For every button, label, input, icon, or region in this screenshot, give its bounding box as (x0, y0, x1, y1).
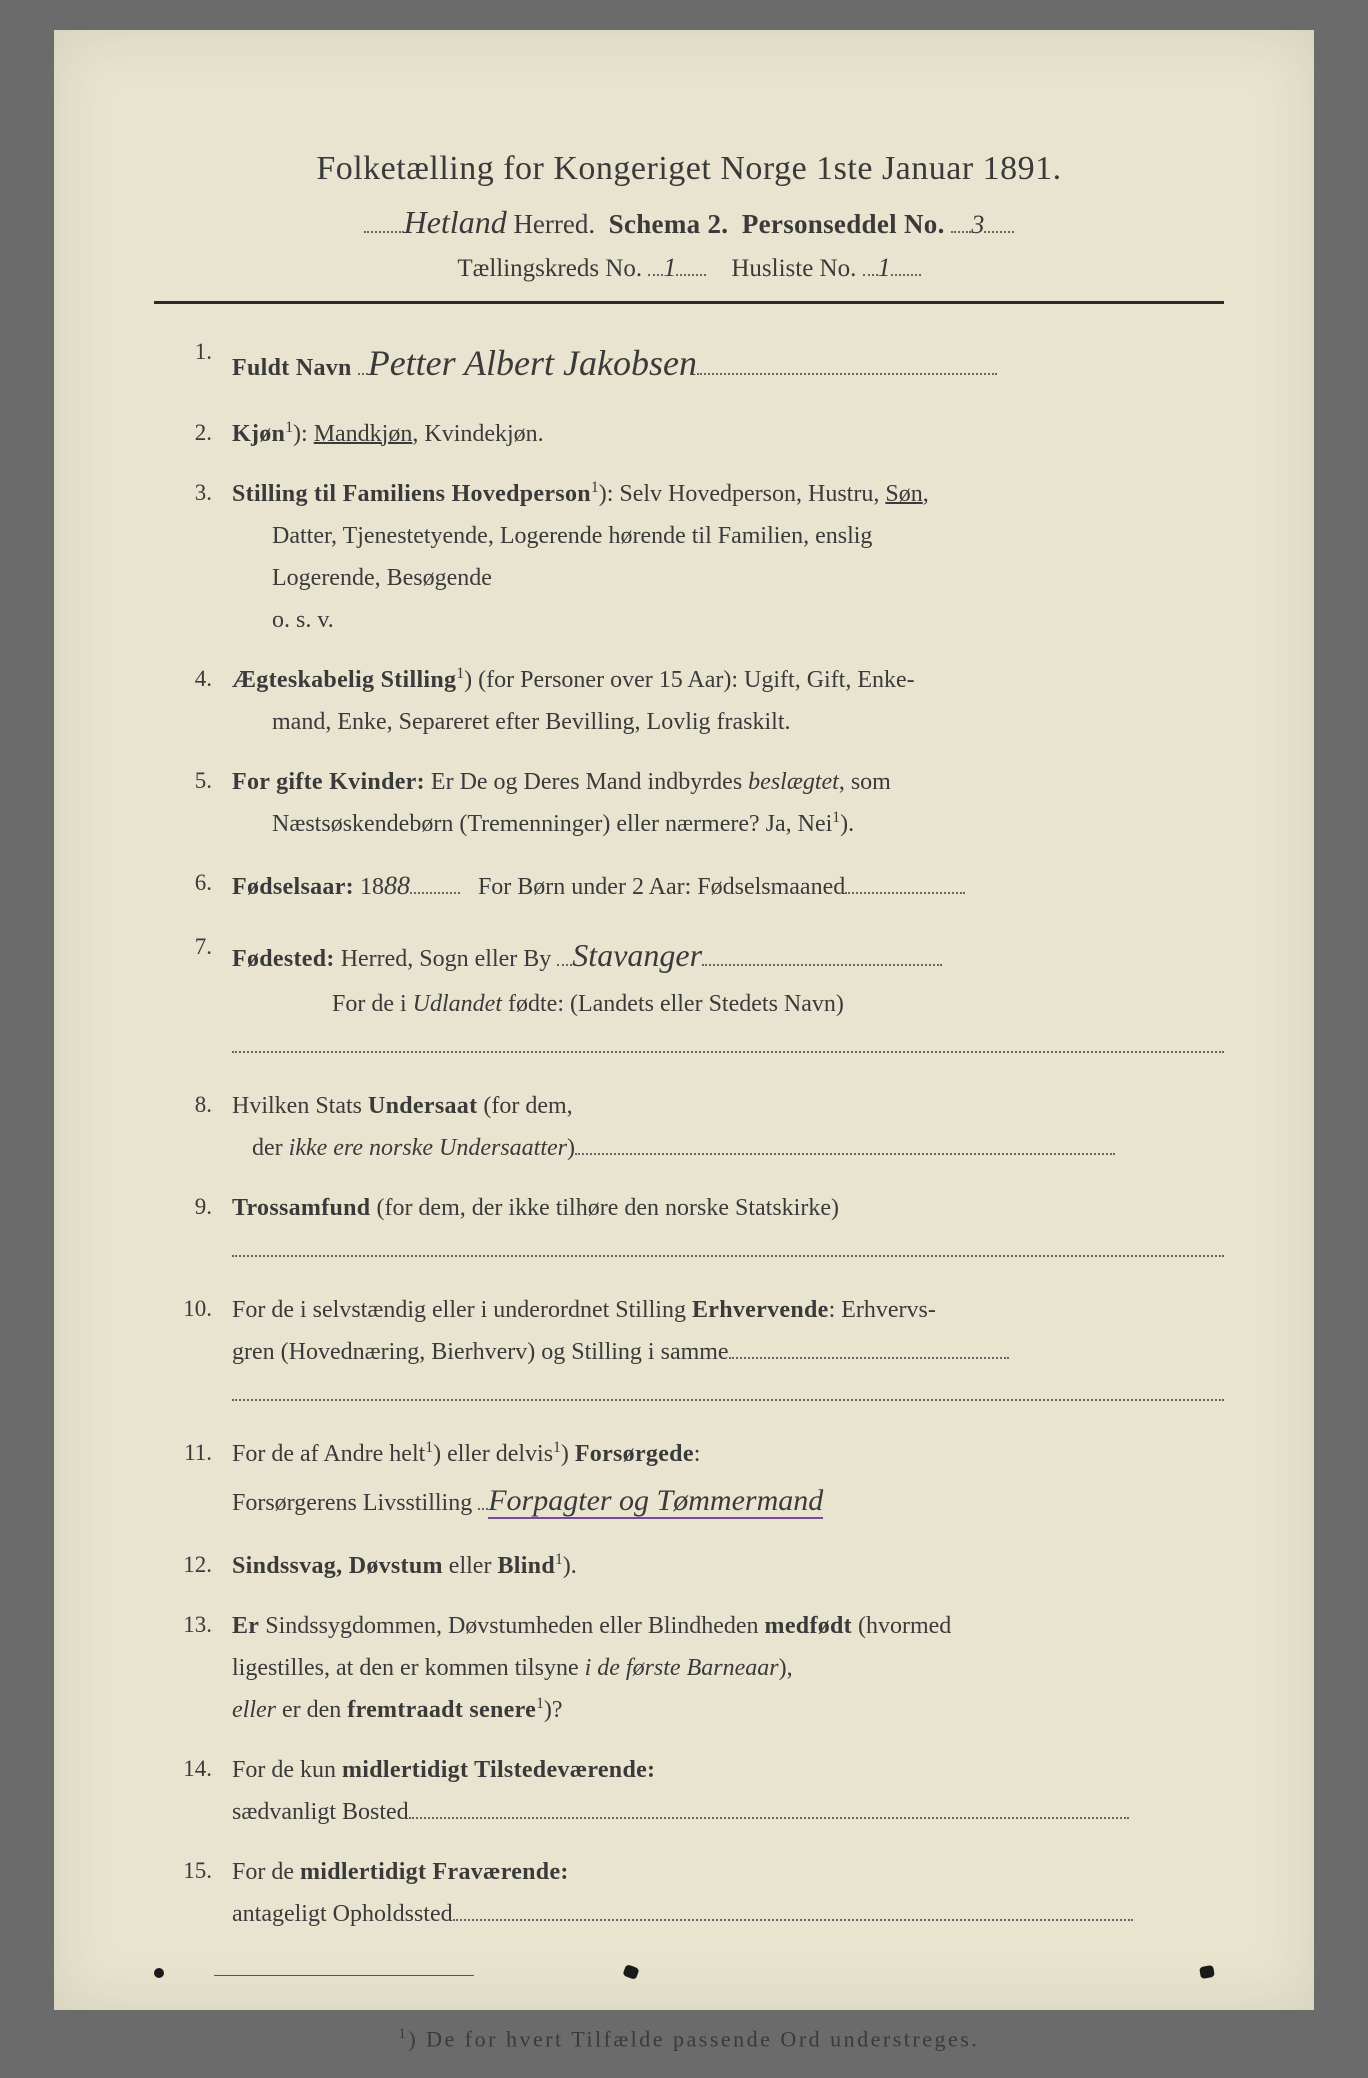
form-header: Folketælling for Kongeriget Norge 1ste J… (154, 150, 1224, 283)
q8-row: 8. Hvilken Stats Undersaat (for dem, der… (154, 1085, 1224, 1169)
q15-row: 15. For de midlertidigt Fraværende: anta… (154, 1851, 1224, 1935)
punch-dot-left (154, 1968, 164, 1978)
q3-row: 3. Stilling til Familiens Hovedperson1):… (154, 473, 1224, 641)
q10-row: 10. For de i selvstændig eller i underor… (154, 1289, 1224, 1415)
provider-occupation-script: Forpagter og Tømmermand (488, 1484, 823, 1519)
footnote-rule (214, 1975, 474, 1976)
personseddel-no: 3 (971, 210, 984, 239)
subheader-line-1: Hetland Herred. Schema 2. Personseddel N… (154, 204, 1224, 241)
q1-row: 1. Fuldt Navn Petter Albert Jakobsen (154, 332, 1224, 395)
herred-name: Hetland (404, 204, 507, 240)
q6-row: 6. Fødselsaar: 1888 For Børn under 2 Aar… (154, 863, 1224, 909)
full-name-script: Petter Albert Jakobsen (368, 343, 697, 383)
mandkjon-underlined: Mandkjøn (314, 421, 413, 447)
q7-row: 7. Fødested: Herred, Sogn eller By Stava… (154, 927, 1224, 1067)
q11-row: 11. For de af Andre helt1) eller delvis1… (154, 1433, 1224, 1528)
q14-row: 14. For de kun midlertidigt Tilstedevære… (154, 1749, 1224, 1833)
q12-row: 12. Sindssvag, Døvstum eller Blind1). (154, 1545, 1224, 1587)
son-underlined: Søn (885, 481, 922, 507)
main-title: Folketælling for Kongeriget Norge 1ste J… (154, 150, 1224, 188)
header-rule (154, 301, 1224, 304)
q4-row: 4. Ægteskabelig Stilling1) (for Personer… (154, 659, 1224, 743)
q5-row: 5. For gifte Kvinder: Er De og Deres Man… (154, 761, 1224, 845)
punch-dot-center (622, 1964, 639, 1980)
q9-row: 9. Trossamfund (for dem, der ikke tilhør… (154, 1187, 1224, 1271)
census-form-page: Folketælling for Kongeriget Norge 1ste J… (54, 30, 1314, 2010)
footnote: 1) De for hvert Tilfælde passende Ord un… (154, 2026, 1224, 2052)
q2-row: 2. Kjøn1): Mandkjøn, Kvindekjøn. (154, 413, 1224, 455)
birth-year-script: 88 (384, 871, 410, 900)
punch-dot-right (1199, 1965, 1215, 1979)
birthplace-script: Stavanger (572, 937, 702, 973)
husliste-no: 1 (878, 253, 891, 282)
subheader-line-2: Tællingskreds No. 1 Husliste No. 1 (154, 253, 1224, 283)
q13-row: 13. Er Sindssygdommen, Døvstumheden elle… (154, 1605, 1224, 1731)
taellingskreds-no: 1 (663, 253, 676, 282)
